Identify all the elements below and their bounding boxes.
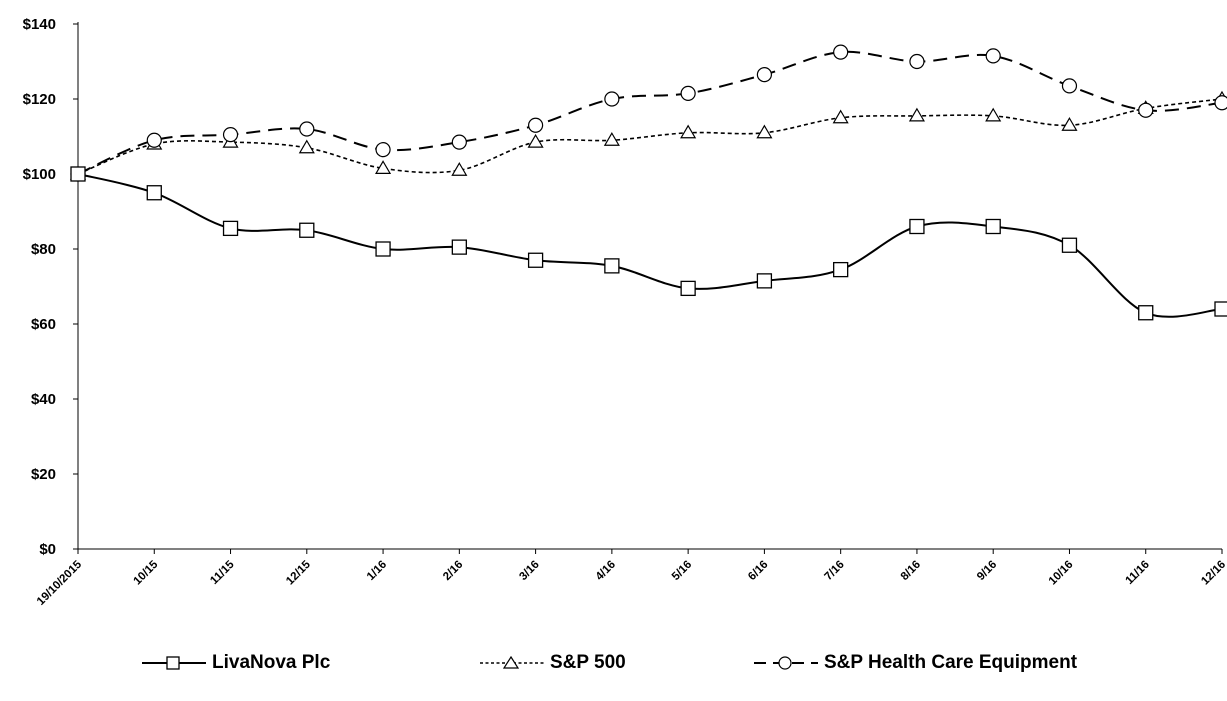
x-tick-label: 12/16 (1199, 559, 1227, 588)
data-point-square (299, 222, 315, 238)
x-tick-label: 3/16 (517, 559, 541, 583)
legend-item-livanova: LivaNova Plc (140, 648, 330, 678)
x-tick-label: 2/16 (441, 559, 465, 583)
data-point-triangle (908, 107, 925, 122)
data-point-square (451, 239, 467, 255)
x-tick-label: 4/16 (594, 559, 618, 583)
data-point-circle (756, 67, 773, 83)
y-tick-label: $60 (31, 316, 56, 333)
y-tick-label: $140 (23, 16, 56, 33)
data-point-circle (833, 44, 849, 60)
data-point-triangle (1061, 117, 1078, 131)
data-point-circle (909, 53, 925, 70)
data-point-square (375, 241, 391, 257)
data-point-square (833, 261, 849, 278)
x-tick-label: 12/15 (284, 558, 313, 587)
y-tick-label: $120 (23, 91, 56, 108)
legend-item-sp500: S&P 500 (478, 648, 626, 678)
legend-label: S&P 500 (550, 652, 626, 673)
data-point-square (985, 218, 1001, 235)
chart-legend: LivaNova Plc S&P 500 S&P Health Care Equ… (0, 648, 1227, 678)
x-tick-label: 9/16 (975, 559, 999, 583)
legend-label: S&P Health Care Equipment (824, 652, 1078, 673)
legend-swatch-circle (754, 656, 818, 670)
data-point-square (1214, 301, 1227, 317)
data-point-triangle (451, 162, 468, 176)
legend-swatch-square (142, 656, 206, 670)
y-tick-label: $100 (23, 166, 56, 183)
data-point-square (604, 258, 620, 274)
series-triangle (69, 90, 1227, 180)
data-point-circle (299, 121, 315, 137)
x-tick-label: 5/16 (670, 559, 694, 583)
data-point-circle (222, 127, 239, 143)
x-tick-label: 19/10/2015 (35, 558, 85, 608)
data-point-square (222, 220, 239, 237)
data-point-square (1061, 237, 1078, 253)
y-tick-label: $0 (39, 541, 56, 558)
data-point-circle (604, 91, 620, 107)
series-square (70, 166, 1227, 321)
x-tick-label: 8/16 (899, 559, 923, 583)
data-point-triangle (985, 107, 1002, 122)
data-point-square (527, 252, 544, 268)
data-point-triangle (603, 132, 620, 146)
chart-series (69, 44, 1227, 321)
data-point-triangle (298, 139, 315, 154)
data-point-circle (1214, 95, 1227, 111)
data-point-triangle (527, 133, 544, 148)
line-chart: $0 $20 $40 $60 $80 $100 $120 $140 19/10/2015 10/… (23, 16, 1227, 608)
data-point-square (1138, 305, 1154, 321)
x-axis-ticks: 19/10/2015 10/15 11/15 12/15 1/16 2/16 3/16 4/1… (35, 549, 1227, 608)
series-line (77, 98, 1223, 175)
data-point-circle (527, 117, 544, 133)
data-point-circle (680, 85, 696, 101)
x-tick-label: 11/15 (208, 558, 237, 587)
data-point-square (146, 185, 162, 201)
data-point-square (909, 218, 925, 235)
x-tick-label: 11/16 (1123, 559, 1151, 587)
series-line (77, 50, 1223, 175)
y-tick-label: $20 (31, 466, 56, 483)
legend-label: LivaNova Plc (212, 652, 331, 673)
data-point-circle (1061, 78, 1078, 94)
x-tick-label: 1/16 (365, 559, 389, 583)
series-circle (70, 44, 1227, 182)
x-tick-label: 10/16 (1047, 559, 1076, 588)
chart-axes (77, 22, 1222, 550)
x-tick-label: 10/15 (132, 558, 161, 587)
y-tick-label: $40 (31, 391, 56, 408)
legend-item-health-care: S&P Health Care Equipment (752, 648, 1077, 678)
data-point-square (756, 273, 773, 289)
data-point-circle (146, 132, 162, 148)
data-point-circle (1138, 102, 1154, 118)
series-line (77, 173, 1223, 318)
data-point-square (70, 166, 86, 182)
data-point-triangle (832, 109, 849, 124)
data-point-triangle (756, 124, 773, 139)
data-point-triangle (680, 124, 697, 139)
x-tick-label: 6/16 (746, 559, 770, 583)
x-tick-label: 7/16 (822, 559, 846, 583)
data-point-circle (375, 142, 391, 158)
data-point-circle (985, 48, 1001, 64)
data-point-circle (451, 134, 467, 150)
y-axis-ticks: $0 $20 $40 $60 $80 $100 $120 $140 (23, 16, 78, 558)
legend-swatch-triangle (480, 655, 544, 669)
data-point-square (680, 280, 696, 297)
y-tick-label: $80 (31, 241, 56, 258)
data-point-triangle (375, 160, 392, 174)
